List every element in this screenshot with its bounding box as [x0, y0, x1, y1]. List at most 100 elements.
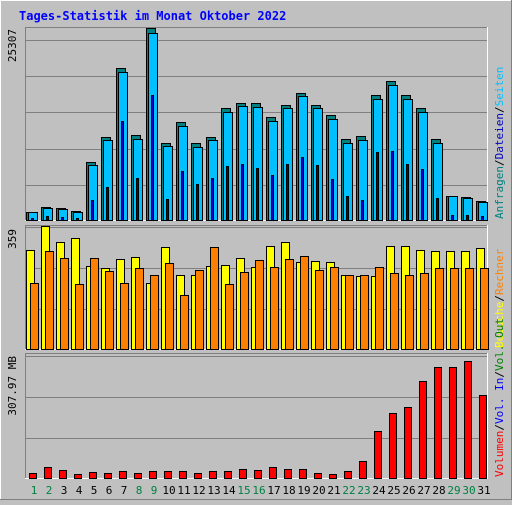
bar-volumen-day-27 — [419, 381, 427, 479]
legend-panel-3-item-2: Vol. Out — [493, 318, 506, 371]
bar-seiten-day-23 — [361, 200, 364, 221]
bar-volumen-day-6 — [104, 473, 112, 479]
bar-volumen-day-7 — [119, 471, 127, 479]
bar-seiten-day-29 — [451, 215, 454, 221]
bar-volumen-day-21 — [329, 474, 337, 479]
day-label-5: 5 — [91, 484, 98, 497]
bar-rechner-day-24 — [375, 267, 384, 350]
day-label-20: 20 — [312, 484, 325, 497]
bar-seiten-day-28 — [436, 198, 439, 221]
legend-panel-3-item-0: Volumen — [493, 431, 506, 477]
chart-title: Tages-Statistik im Monat Oktober 2022 — [19, 9, 286, 23]
bar-seiten-day-31 — [481, 216, 484, 221]
bar-rechner-day-2 — [45, 251, 54, 350]
bar-seiten-day-18 — [286, 164, 289, 221]
day-label-18: 18 — [282, 484, 295, 497]
day-label-19: 19 — [297, 484, 310, 497]
bar-seiten-day-14 — [226, 166, 229, 221]
bar-volumen-day-15 — [239, 469, 247, 479]
bar-seiten-day-24 — [376, 152, 379, 221]
day-label-14: 14 — [222, 484, 236, 497]
legend-panel-3: Volumen/Vol. In/Vol. Out — [493, 318, 506, 477]
bar-seiten-day-27 — [421, 169, 424, 221]
bar-seiten-day-17 — [271, 175, 274, 221]
bar-rechner-day-18 — [285, 259, 294, 350]
day-label-23: 23 — [357, 484, 370, 497]
bar-rechner-day-5 — [90, 258, 99, 350]
legend-panel-3-separator: / — [493, 371, 506, 378]
day-label-29: 29 — [447, 484, 460, 497]
bar-seiten-day-12 — [196, 184, 199, 221]
bar-volumen-day-24 — [374, 431, 382, 479]
bar-rechner-day-16 — [255, 260, 264, 350]
bar-volumen-day-19 — [299, 469, 307, 479]
legend-panel-2-separator: / — [493, 295, 506, 302]
day-label-7: 7 — [121, 484, 128, 497]
bar-volumen-day-23 — [359, 461, 367, 479]
panel-1-y-max-label: 25307 — [6, 29, 19, 62]
bar-rechner-day-29 — [450, 268, 459, 350]
bar-volumen-day-12 — [194, 473, 202, 479]
day-label-27: 27 — [417, 484, 430, 497]
bar-volumen-day-11 — [179, 471, 187, 479]
bar-volumen-day-16 — [254, 470, 262, 479]
bar-rechner-day-14 — [225, 284, 234, 350]
panel-3-area — [25, 353, 488, 479]
bar-volumen-day-4 — [74, 474, 82, 479]
day-label-10: 10 — [162, 484, 175, 497]
day-label-11: 11 — [177, 484, 190, 497]
legend-panel-1-separator: / — [493, 159, 506, 166]
bar-volumen-day-1 — [29, 473, 37, 479]
bar-rechner-day-22 — [345, 275, 354, 350]
bar-seiten-day-30 — [466, 215, 469, 221]
bar-rechner-day-23 — [360, 275, 369, 350]
bar-rechner-day-19 — [300, 256, 309, 350]
day-label-9: 9 — [151, 484, 158, 497]
legend-panel-2-item-1: Rechner — [493, 248, 506, 295]
bar-seiten-day-22 — [346, 196, 349, 221]
day-label-31: 31 — [477, 484, 490, 497]
bar-volumen-day-2 — [44, 467, 52, 479]
bar-volumen-day-10 — [164, 471, 172, 479]
bar-rechner-day-4 — [75, 284, 84, 350]
bar-rechner-day-13 — [210, 247, 219, 350]
legend-panel-1-item-0: Anfragen — [493, 166, 506, 219]
bar-seiten-day-26 — [406, 164, 409, 221]
day-label-25: 25 — [387, 484, 400, 497]
bar-volumen-day-5 — [89, 472, 97, 479]
bar-seiten-day-21 — [331, 179, 334, 221]
day-label-4: 4 — [76, 484, 83, 497]
day-label-30: 30 — [462, 484, 475, 497]
bar-seiten-day-11 — [181, 171, 184, 221]
bar-volumen-day-31 — [479, 395, 487, 479]
bar-volumen-day-20 — [314, 473, 322, 479]
bar-rechner-day-25 — [390, 273, 399, 350]
legend-panel-3-item-1: Vol. In — [493, 378, 506, 424]
bar-rechner-day-30 — [465, 268, 474, 350]
bar-volumen-day-25 — [389, 413, 397, 479]
bar-rechner-day-26 — [405, 275, 414, 350]
bar-rechner-day-21 — [330, 267, 339, 350]
day-label-6: 6 — [106, 484, 113, 497]
day-label-8: 8 — [136, 484, 143, 497]
bar-rechner-day-3 — [60, 258, 69, 350]
day-label-13: 13 — [207, 484, 220, 497]
bar-rechner-day-27 — [420, 273, 429, 350]
bar-seiten-day-7 — [121, 121, 124, 221]
panel-3-y-max-label: 307.97 MB — [6, 356, 19, 416]
bar-volumen-day-8 — [134, 473, 142, 479]
bar-seiten-day-4 — [76, 218, 79, 221]
bar-seiten-day-2 — [46, 216, 49, 221]
bar-rechner-day-10 — [165, 263, 174, 350]
legend-panel-1: Anfragen/Dateien/Seiten — [493, 67, 506, 219]
panel-2-y-max-label: 359 — [6, 229, 19, 249]
bar-volumen-day-29 — [449, 367, 457, 479]
bar-seiten-day-5 — [91, 200, 94, 221]
day-label-16: 16 — [252, 484, 265, 497]
bar-seiten-day-3 — [61, 217, 64, 221]
day-label-28: 28 — [432, 484, 445, 497]
bar-seiten-day-19 — [301, 157, 304, 221]
bar-volumen-day-30 — [464, 361, 472, 479]
bar-seiten-day-1 — [31, 218, 34, 221]
